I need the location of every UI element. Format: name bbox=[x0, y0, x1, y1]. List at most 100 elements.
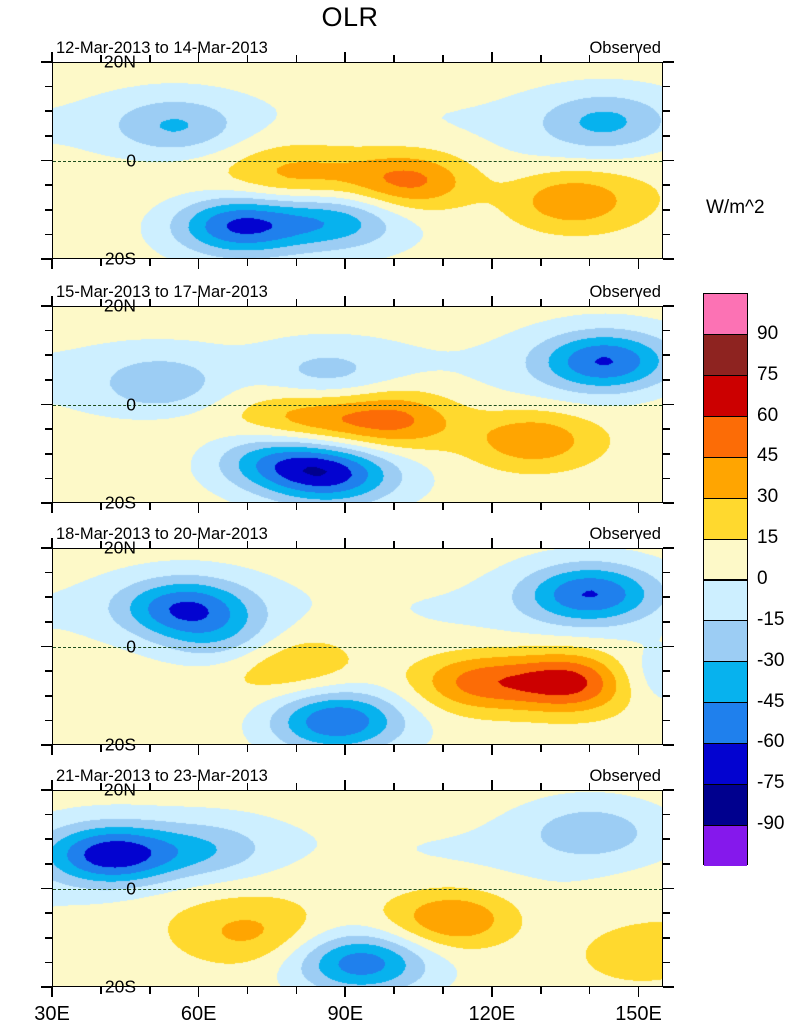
colorbar-band[interactable] bbox=[704, 620, 747, 662]
colorbar-band[interactable] bbox=[704, 784, 747, 826]
x-tick bbox=[100, 745, 102, 752]
panel-title: 12-Mar-2013 to 14-Mar-2013 bbox=[56, 39, 268, 57]
x-tick bbox=[442, 55, 444, 62]
colorbar-band[interactable] bbox=[704, 457, 747, 499]
map-panel-3: 18-Mar-2013 to 20-Mar-2013 Observed bbox=[41, 525, 674, 755]
panel-source-label: Observed bbox=[589, 767, 661, 785]
panel-title: 21-Mar-2013 to 23-Mar-2013 bbox=[56, 767, 268, 785]
colorbar-separator bbox=[704, 661, 747, 663]
map-panel-1: 12-Mar-2013 to 14-Mar-2013 Observed bbox=[41, 39, 674, 269]
y-tick bbox=[41, 502, 52, 504]
colorbar-separator bbox=[704, 701, 747, 704]
x-tick bbox=[51, 503, 53, 513]
colorbar-tick-label: -30 bbox=[757, 649, 785, 671]
x-tick bbox=[344, 987, 347, 997]
x-tick bbox=[393, 299, 395, 306]
x-tick bbox=[491, 259, 493, 269]
x-tick bbox=[100, 541, 102, 548]
x-tick bbox=[246, 783, 249, 790]
colorbar-tick-label: -15 bbox=[757, 608, 785, 630]
x-axis-tick-label: 60E bbox=[180, 1003, 217, 1025]
y-tick bbox=[663, 961, 670, 964]
colorbar-band[interactable] bbox=[704, 294, 747, 335]
x-tick bbox=[393, 503, 395, 510]
x-tick bbox=[197, 538, 200, 548]
x-axis-tick-label: 120E bbox=[468, 1003, 516, 1025]
x-tick bbox=[197, 52, 200, 62]
colorbar[interactable] bbox=[703, 293, 748, 866]
colorbar-separator bbox=[704, 456, 747, 459]
colorbar-band[interactable] bbox=[704, 580, 747, 621]
x-tick bbox=[51, 296, 53, 306]
x-tick bbox=[197, 745, 200, 755]
x-tick bbox=[197, 780, 200, 790]
x-tick bbox=[540, 55, 542, 62]
x-tick bbox=[588, 987, 591, 994]
x-tick bbox=[246, 541, 249, 548]
x-tick bbox=[295, 55, 298, 62]
colorbar-separator bbox=[704, 620, 747, 622]
y-tick bbox=[663, 596, 670, 599]
map-panel-4: 21-Mar-2013 to 23-Mar-2013 Observed bbox=[41, 767, 674, 997]
y-axis-tick-label: 0 bbox=[126, 636, 136, 656]
y-tick bbox=[45, 428, 52, 430]
y-tick bbox=[663, 838, 670, 841]
colorbar-band[interactable] bbox=[704, 825, 747, 866]
x-tick bbox=[588, 541, 591, 548]
x-tick bbox=[491, 503, 493, 513]
y-tick bbox=[41, 744, 52, 746]
y-tick bbox=[663, 694, 670, 697]
x-tick bbox=[637, 745, 640, 755]
y-tick bbox=[45, 477, 52, 480]
x-tick bbox=[491, 296, 493, 306]
panel-title: 15-Mar-2013 to 17-Mar-2013 bbox=[56, 283, 268, 301]
colorbar-separator bbox=[704, 742, 747, 745]
colorbar-tick-label: -45 bbox=[757, 690, 785, 712]
colorbar-band[interactable] bbox=[704, 375, 747, 417]
y-tick bbox=[663, 621, 670, 623]
x-tick bbox=[491, 538, 493, 548]
y-tick bbox=[45, 912, 52, 914]
panel-source-label: Observed bbox=[589, 283, 661, 301]
y-tick bbox=[663, 719, 670, 722]
x-tick bbox=[588, 745, 591, 752]
x-tick bbox=[148, 299, 151, 306]
colorbar-separator bbox=[704, 579, 747, 581]
y-tick bbox=[663, 813, 670, 816]
x-axis-tick-label: 90E bbox=[327, 1003, 364, 1025]
y-tick bbox=[663, 258, 674, 260]
x-tick bbox=[295, 259, 298, 266]
colorbar-tick-label: -90 bbox=[757, 813, 785, 835]
y-tick bbox=[663, 403, 674, 406]
x-tick bbox=[246, 55, 249, 62]
x-tick bbox=[246, 987, 249, 994]
x-tick bbox=[637, 52, 640, 62]
x-tick bbox=[637, 987, 640, 997]
panel-source-label: Observed bbox=[589, 525, 661, 543]
colorbar-separator bbox=[704, 415, 747, 418]
x-tick bbox=[51, 987, 53, 997]
colorbar-band[interactable] bbox=[704, 702, 747, 744]
x-tick bbox=[344, 296, 347, 306]
x-tick bbox=[588, 503, 591, 510]
y-tick bbox=[41, 61, 52, 63]
x-tick bbox=[393, 55, 395, 62]
x-tick bbox=[442, 541, 444, 548]
colorbar-band[interactable] bbox=[704, 743, 747, 785]
x-tick bbox=[491, 987, 493, 997]
x-tick bbox=[148, 541, 151, 548]
colorbar-tick-label: 0 bbox=[757, 568, 768, 589]
x-tick bbox=[540, 259, 542, 266]
colorbar-band[interactable] bbox=[704, 498, 747, 540]
y-tick bbox=[663, 208, 670, 211]
colorbar-band[interactable] bbox=[704, 416, 747, 458]
y-tick bbox=[663, 428, 670, 430]
colorbar-band[interactable] bbox=[704, 334, 747, 376]
colorbar-band[interactable] bbox=[704, 539, 747, 580]
y-tick bbox=[663, 936, 670, 939]
colorbar-band[interactable] bbox=[704, 661, 747, 703]
x-tick bbox=[100, 783, 102, 790]
x-tick bbox=[540, 987, 542, 994]
x-tick bbox=[100, 55, 102, 62]
